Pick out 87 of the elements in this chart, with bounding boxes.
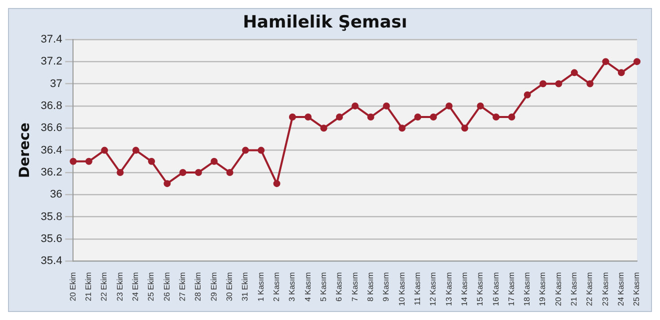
x-tick-label: 20 Ekim [68, 272, 78, 302]
point [508, 114, 516, 121]
x-tick-label: 16 Kasım [491, 272, 500, 306]
y-tick-label: 36.6 [40, 122, 62, 134]
x-tick-label: 2 Kasım [272, 272, 282, 302]
point [336, 114, 343, 121]
point [430, 114, 437, 121]
point [382, 102, 390, 110]
x-tick-label: 1 Kasım [256, 272, 266, 302]
x-tick-label: 8 Kasım [366, 272, 375, 302]
y-tick-label: 36 [50, 188, 62, 201]
point [367, 114, 374, 121]
x-tick-label: 31 Ekim [240, 272, 250, 302]
point [242, 146, 249, 154]
x-tick-label: 20 Kasım [554, 272, 563, 306]
point [101, 146, 108, 154]
point [352, 102, 359, 110]
point [414, 114, 422, 121]
x-tick-label: 3 Kasım [288, 272, 297, 302]
x-tick-label: 23 Ekim [115, 272, 124, 302]
point [148, 158, 156, 165]
chart-title: Hamilelik Şeması [242, 12, 408, 33]
x-tick-label: 6 Kasım [334, 272, 344, 302]
x-tick-label: 7 Kasım [350, 272, 360, 302]
x-tick-label: 21 Ekim [84, 272, 94, 302]
point [540, 80, 547, 88]
point [524, 91, 531, 98]
x-tick-label: 22 Ekim [100, 272, 109, 302]
x-tick-label: 28 Ekim [194, 272, 203, 302]
x-tick-label: 21 Kasım [570, 272, 579, 306]
x-tick-label: 29 Ekim [209, 272, 218, 302]
x-tick-label: 27 Ekim [178, 272, 188, 302]
y-tick-label: 35.6 [40, 233, 62, 246]
x-tick-label: 24 Ekim [131, 272, 140, 302]
x-tick-label: 19 Kasım [538, 272, 548, 306]
x-tick-label: 4 Kasım [303, 272, 312, 302]
point [618, 69, 625, 76]
x-tick-label: 24 Kasım [616, 272, 626, 306]
point [288, 114, 296, 121]
point [226, 168, 234, 176]
x-tick-label: 25 Kasım [632, 272, 642, 306]
y-tick-label: 37.2 [40, 56, 62, 68]
x-tick-label: 26 Ekim [162, 272, 172, 302]
point [304, 114, 312, 121]
point [320, 124, 328, 132]
y-tick-label: 37 [50, 78, 62, 90]
point [570, 69, 578, 76]
point [492, 114, 500, 121]
x-tick-label: 11 Kasım [412, 272, 422, 306]
x-tick-label: 12 Kasım [428, 272, 438, 306]
x-tick-label: 23 Kasım [600, 272, 610, 306]
point [446, 102, 453, 110]
point [398, 124, 406, 132]
x-tick-label: 30 Ekim [225, 272, 234, 302]
y-tick-label: 35.8 [40, 210, 62, 223]
x-tick-label: 15 Kasım [476, 272, 485, 306]
y-tick-label: 36.8 [40, 100, 62, 112]
y-tick-label: 36.4 [40, 144, 62, 156]
point [476, 102, 484, 110]
point [461, 124, 468, 132]
point [555, 80, 562, 88]
point [634, 58, 640, 66]
point [210, 158, 218, 165]
point [602, 58, 610, 66]
point [85, 158, 92, 165]
x-tick-label: 9 Kasım [382, 272, 391, 302]
y-tick-label: 36.2 [40, 166, 62, 179]
x-tick-label: 25 Ekim [146, 272, 156, 302]
point [132, 146, 140, 154]
point [164, 180, 171, 188]
x-tick-label: 18 Kasım [522, 272, 532, 306]
x-tick-label: 13 Kasım [444, 272, 454, 306]
point [194, 168, 202, 176]
x-tick-label: 14 Kasım [460, 272, 469, 306]
y-tick-label: 35.4 [40, 255, 62, 268]
x-tick-label: 17 Kasım [506, 272, 516, 306]
x-tick-label: 22 Kasım [585, 272, 594, 306]
x-tick-label: 10 Kasım [397, 272, 406, 306]
x-tick-label: 5 Kasım [318, 272, 328, 302]
point [258, 146, 265, 154]
point [70, 158, 77, 165]
point [273, 180, 280, 188]
point [179, 168, 186, 176]
point [116, 168, 124, 176]
point [586, 80, 594, 88]
y-tick-label: 37.4 [40, 33, 62, 46]
y-axis-title: Derece [17, 122, 34, 178]
